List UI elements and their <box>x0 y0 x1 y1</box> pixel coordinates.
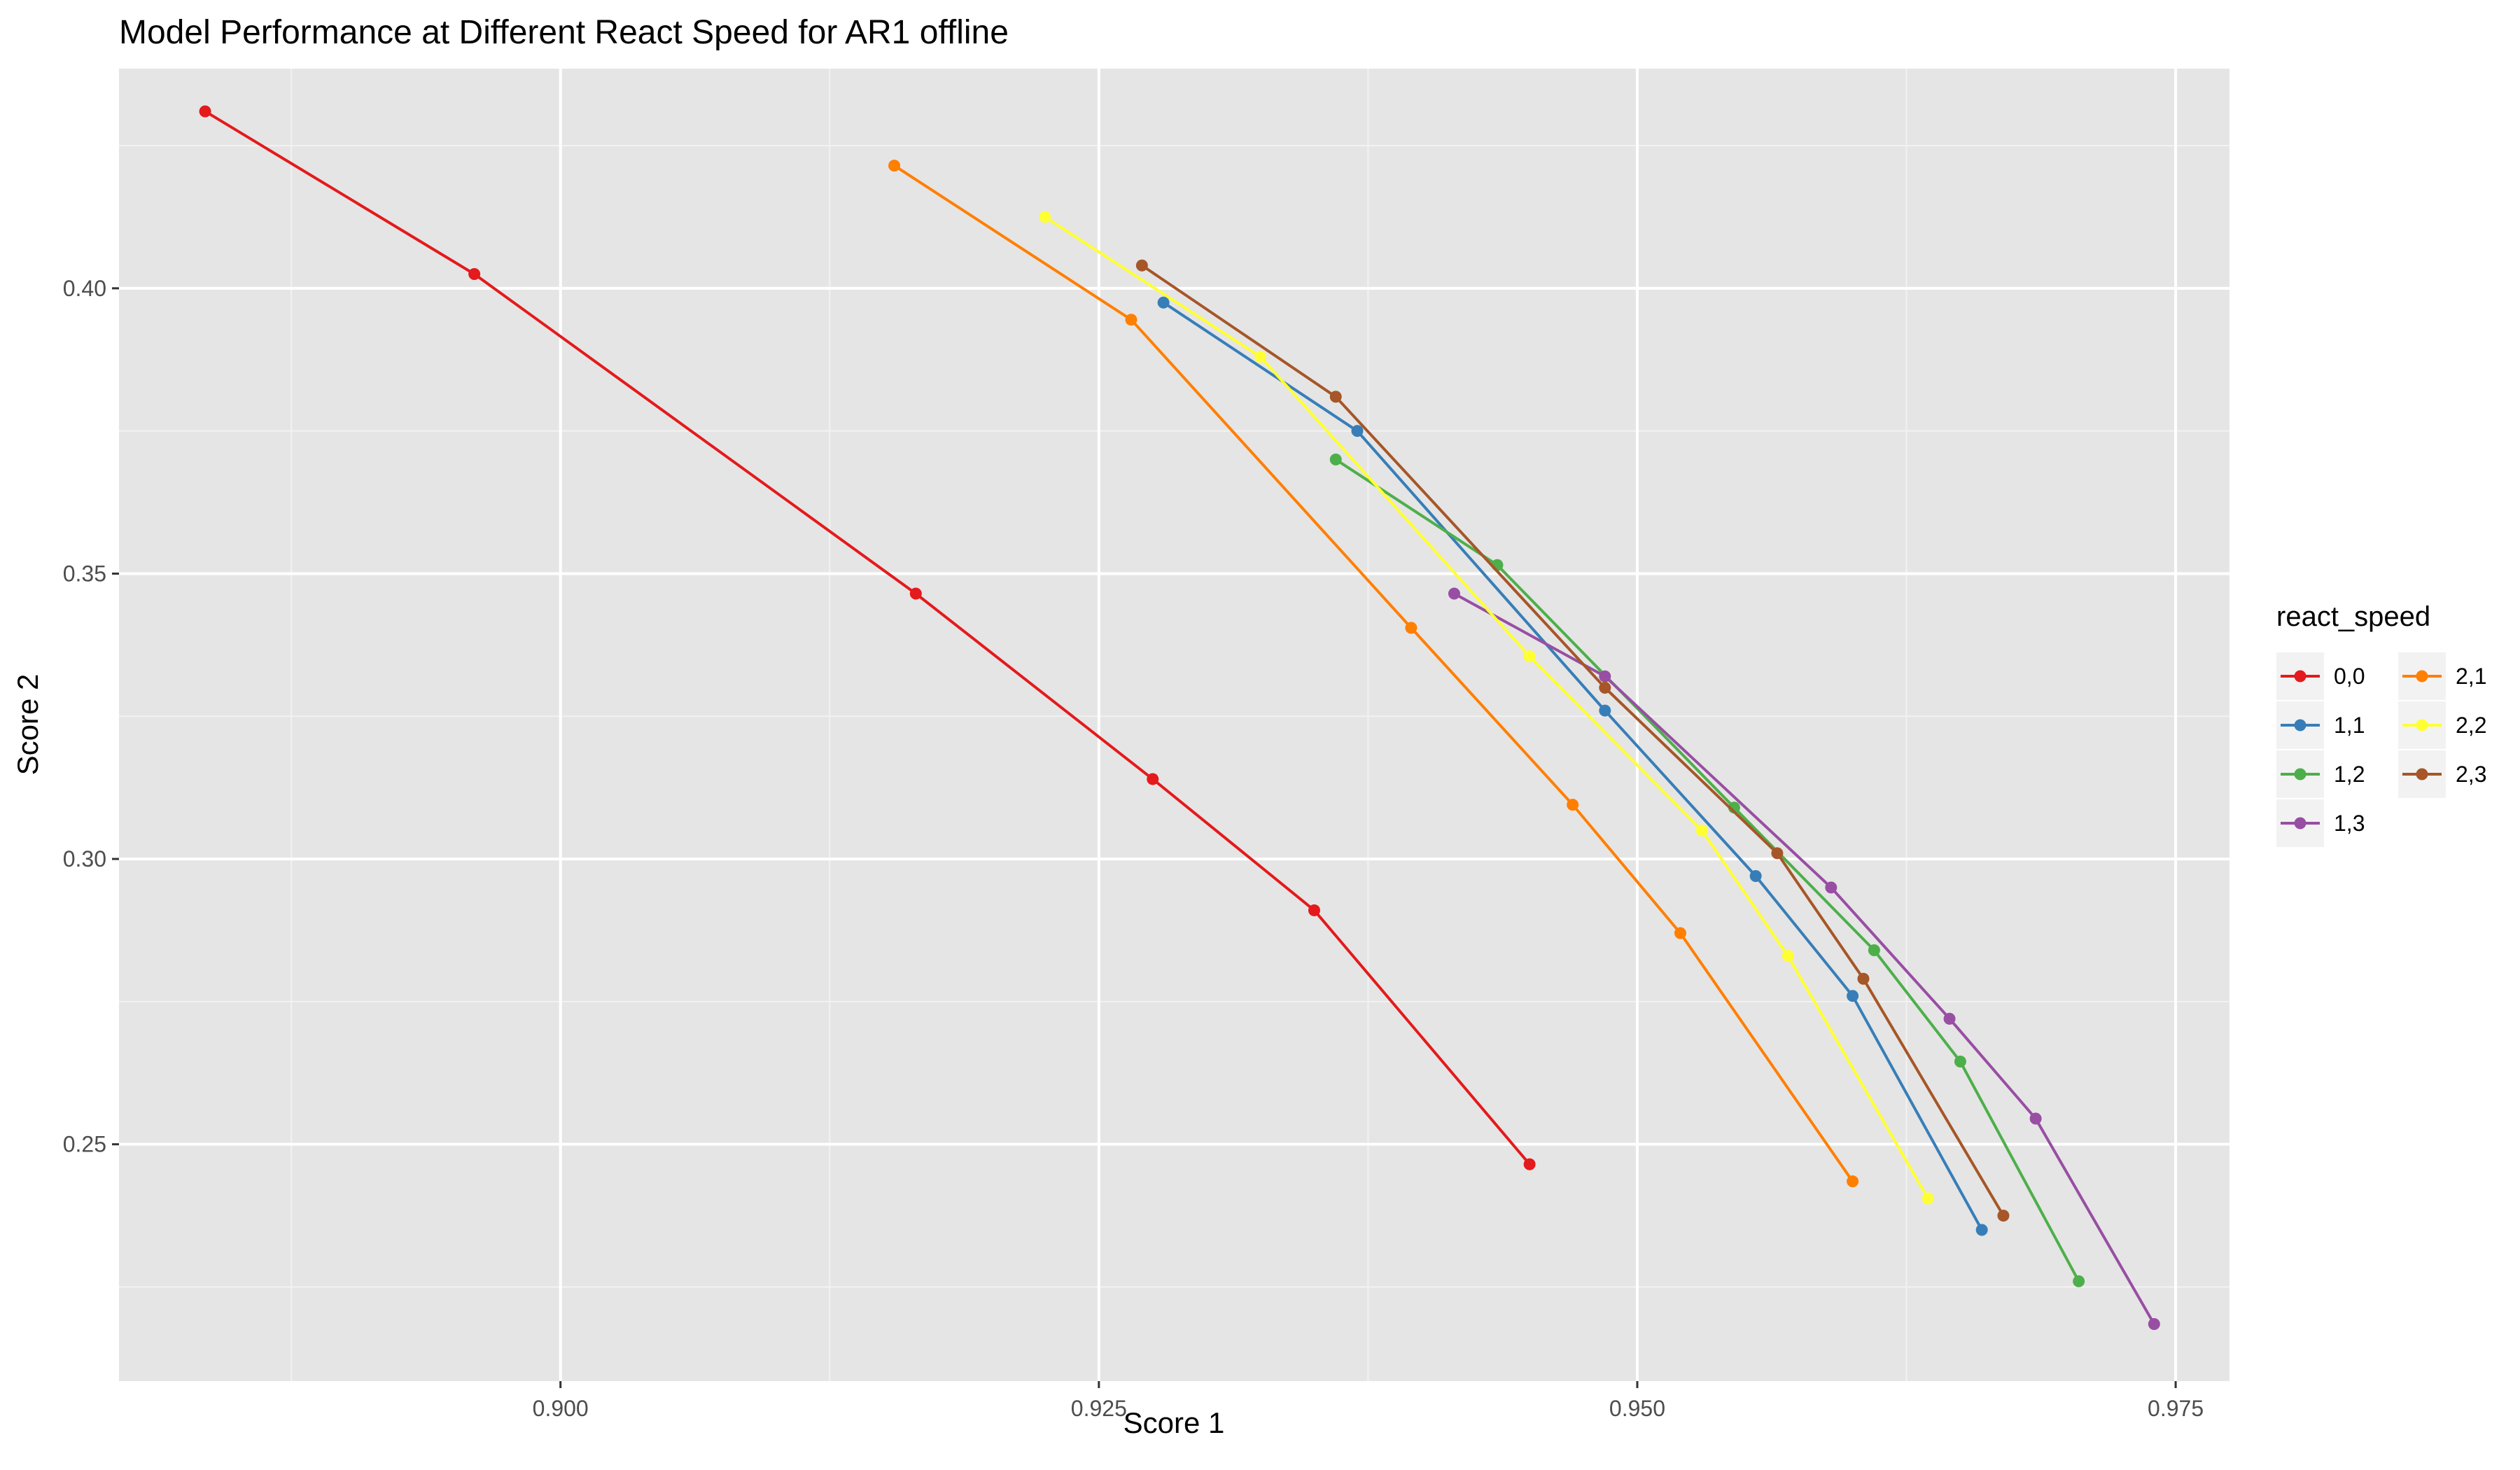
legend-label: 2,3 <box>2456 762 2486 787</box>
series-2-2 <box>1039 211 1934 1205</box>
data-point <box>1954 1055 1966 1068</box>
plot-panel <box>119 69 2230 1381</box>
data-point <box>1825 881 1837 894</box>
data-point <box>1997 1210 2010 1222</box>
x-axis-ticks: 0.900 0.925 0.950 0.975 <box>533 1381 2204 1421</box>
series-line <box>204 110 1531 1166</box>
legend-label: 0,0 <box>2334 664 2365 689</box>
y-tick-label: 0.30 <box>63 846 106 872</box>
data-point <box>1329 391 1342 403</box>
legend-label: 2,1 <box>2456 664 2486 689</box>
data-point <box>1125 314 1138 326</box>
x-axis-title: Score 1 <box>1124 1406 1225 1439</box>
x-tick-label: 0.975 <box>2148 1396 2204 1421</box>
y-axis-ticks: 0.25 0.30 0.35 0.40 <box>63 276 119 1157</box>
legend-point <box>2294 670 2306 682</box>
legend-point <box>2294 719 2306 732</box>
data-point <box>1847 990 1859 1002</box>
legend-label: 2,2 <box>2456 713 2486 738</box>
series-line <box>1044 216 1930 1200</box>
x-tick-label: 0.900 <box>533 1396 589 1421</box>
x-tick-label: 0.950 <box>1609 1396 1665 1421</box>
legend-label: 1,1 <box>2334 713 2365 738</box>
data-point <box>1329 453 1342 465</box>
series-line <box>1141 264 2005 1217</box>
series-line <box>1162 301 1983 1231</box>
data-point <box>1254 351 1267 363</box>
legend-point <box>2294 817 2306 830</box>
data-point <box>1157 296 1170 309</box>
data-point <box>1847 1175 1859 1188</box>
data-point <box>1308 904 1320 916</box>
legend-point <box>2416 670 2428 682</box>
legend-point <box>2416 768 2428 780</box>
data-point <box>1921 1192 1934 1205</box>
data-point <box>1351 425 1364 438</box>
data-point <box>1943 1012 1956 1025</box>
legend-items: 0,0 1,1 1,2 1,3 2,1 2,2 2,3 <box>2276 652 2486 847</box>
data-point <box>1695 824 1708 836</box>
chart-title: Model Performance at Different React Spe… <box>119 14 1009 51</box>
data-point <box>2029 1112 2042 1125</box>
y-tick-label: 0.35 <box>63 561 106 586</box>
series-1-2 <box>1329 453 2085 1287</box>
data-point <box>1147 773 1159 785</box>
data-point <box>1868 944 1880 957</box>
data-point <box>1599 704 1611 717</box>
legend-point <box>2294 768 2306 780</box>
y-tick-label: 0.40 <box>63 276 106 301</box>
data-point <box>1771 847 1784 860</box>
series-2-1 <box>888 160 1859 1188</box>
legend-item: 1,2 <box>2276 750 2365 798</box>
legend-item: 2,3 <box>2398 750 2486 798</box>
series-1-1 <box>1157 296 1988 1236</box>
data-point <box>1599 682 1611 694</box>
legend-label: 1,3 <box>2334 811 2365 836</box>
data-point <box>1523 1158 1536 1170</box>
legend-item: 2,1 <box>2398 652 2486 700</box>
series-2-3 <box>1135 259 2010 1222</box>
data-point <box>1523 650 1536 663</box>
data-point <box>1448 587 1460 600</box>
data-point <box>1567 799 1579 811</box>
data-point <box>1039 211 1051 223</box>
legend-item: 2,2 <box>2398 701 2486 749</box>
data-point <box>1975 1224 1988 1236</box>
data-point <box>199 105 211 118</box>
legend: react_speed 0,0 1,1 1,2 1,3 2,1 2,2 2,3 <box>2276 601 2486 847</box>
legend-item: 1,3 <box>2276 799 2365 847</box>
data-point <box>468 267 481 280</box>
data-point <box>2148 1317 2160 1330</box>
legend-title: react_speed <box>2276 601 2430 632</box>
series-0-0 <box>199 105 1536 1170</box>
data-point <box>1857 972 1870 985</box>
legend-label: 1,2 <box>2334 762 2365 787</box>
data-point <box>1782 950 1794 962</box>
y-axis-title: Score 2 <box>11 674 44 776</box>
data-point <box>1749 870 1762 883</box>
legend-point <box>2416 719 2428 732</box>
y-tick-label: 0.25 <box>63 1132 106 1157</box>
data-point <box>1674 927 1686 939</box>
legend-item: 0,0 <box>2276 652 2365 700</box>
data-point <box>2073 1275 2085 1287</box>
data-point <box>909 587 922 600</box>
data-point <box>888 160 901 172</box>
data-point <box>1135 259 1148 272</box>
data-point <box>1405 622 1418 634</box>
data-point <box>1599 670 1611 682</box>
legend-item: 1,1 <box>2276 701 2365 749</box>
series-layer <box>199 105 2160 1330</box>
series-line <box>893 164 1854 1182</box>
x-tick-label: 0.925 <box>1071 1396 1127 1421</box>
series-line <box>1335 458 2080 1282</box>
